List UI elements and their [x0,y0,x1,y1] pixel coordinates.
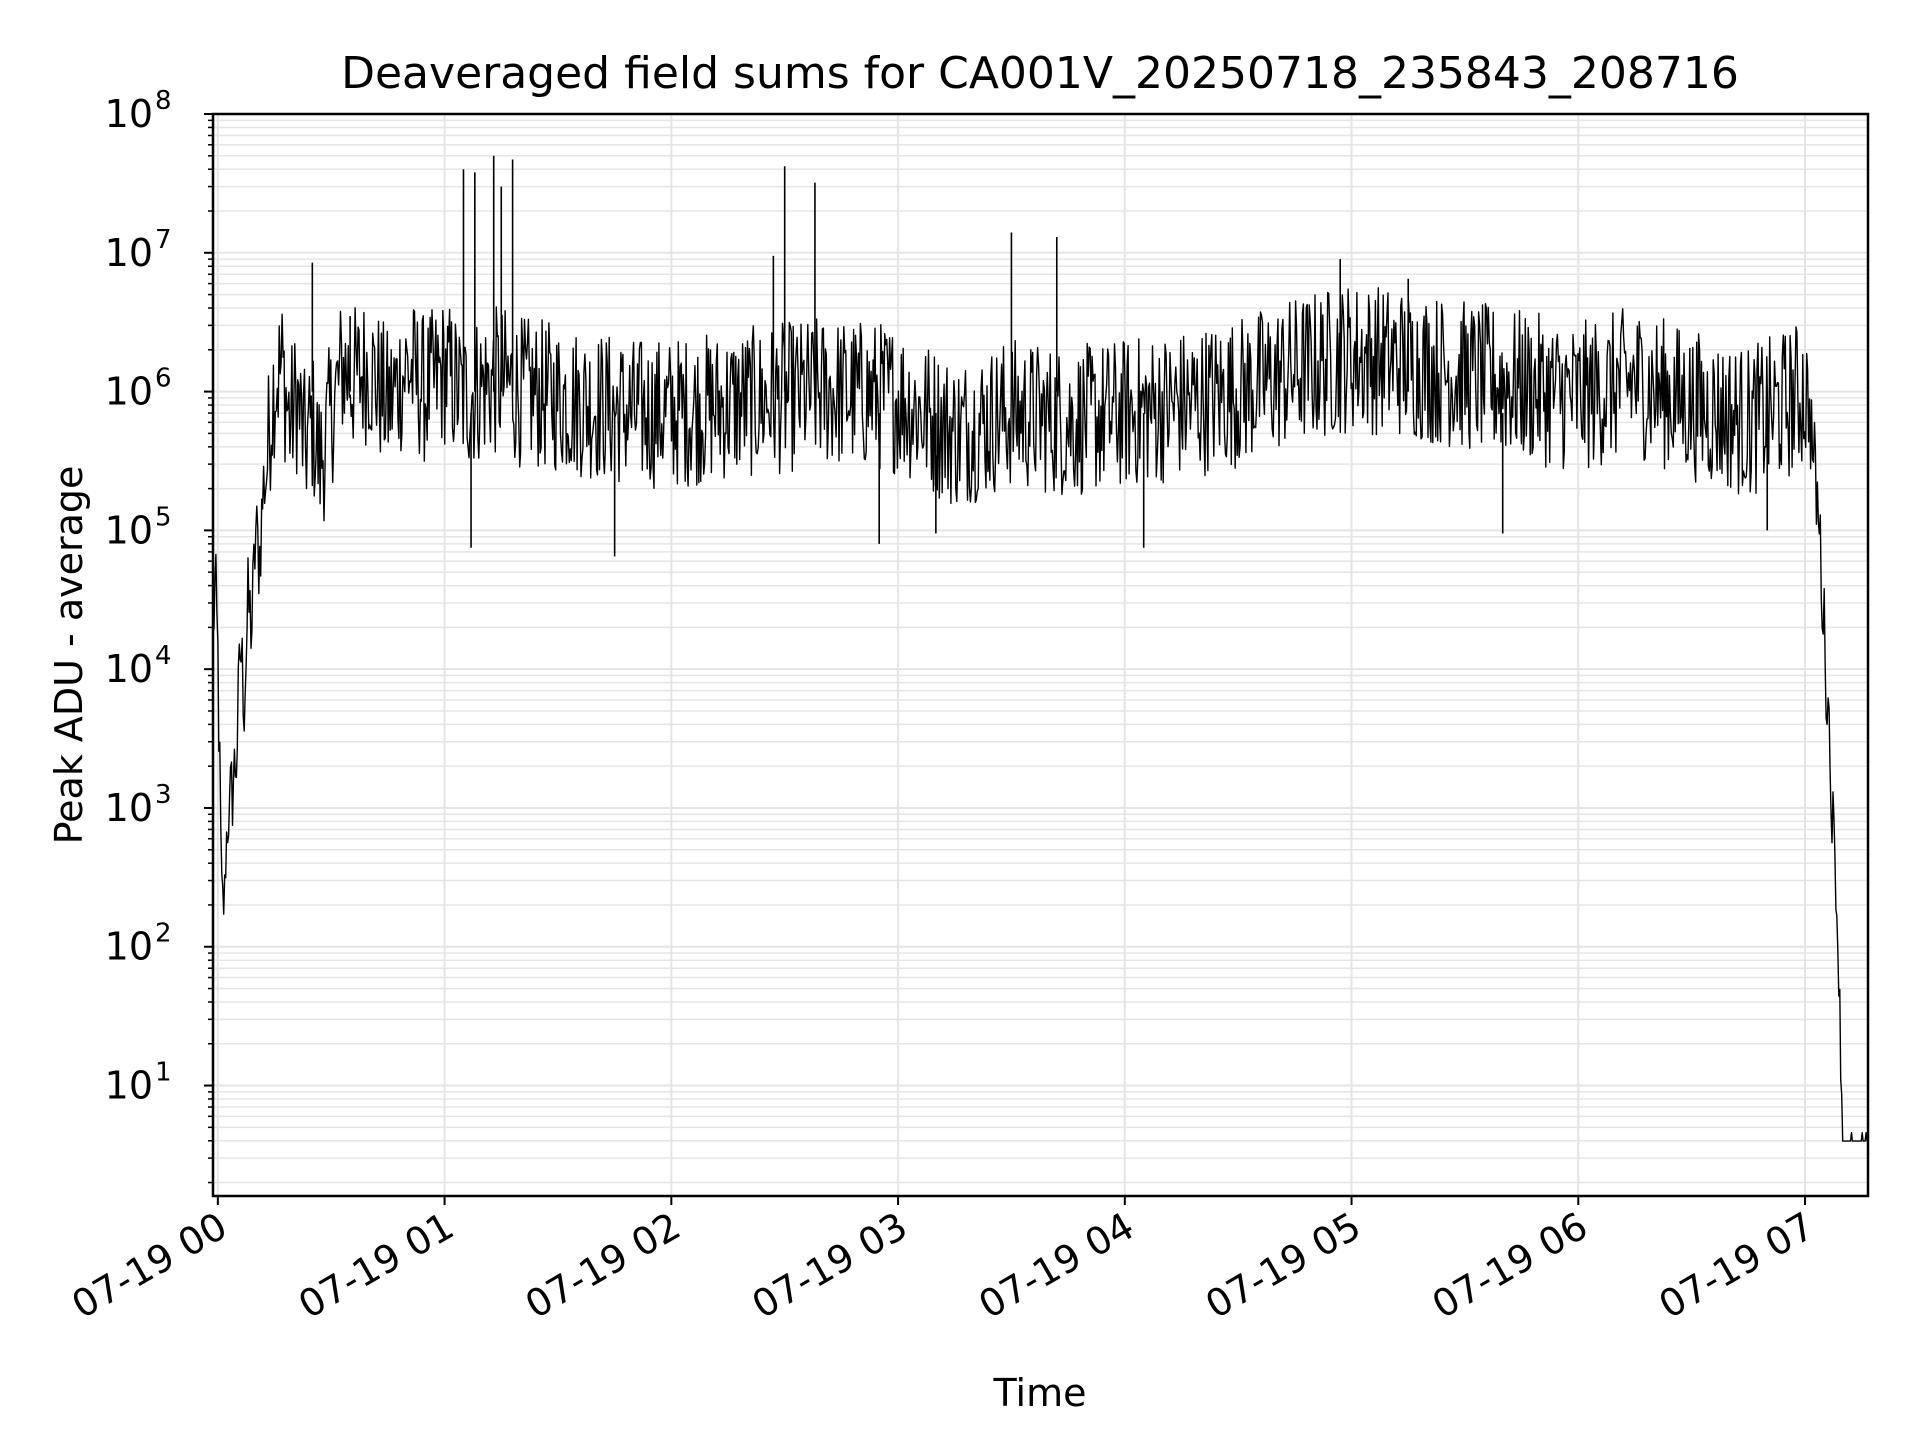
y-tick-label: 10 [105,92,153,136]
x-tick-label: 07-19 06 [1425,1204,1595,1328]
y-tick-label: 10 [105,231,153,275]
x-tick-label: 07-19 02 [518,1204,688,1328]
y-tick-label: 10 [105,647,153,691]
y-tick-exponent: 5 [155,502,172,532]
y-tick-label: 10 [105,370,153,414]
y-tick-exponent: 7 [155,225,172,255]
y-tick-label: 10 [105,786,153,830]
y-tick-label: 10 [105,508,153,552]
y-tick-exponent: 3 [155,780,172,810]
chart-title: Deaveraged field sums for CA001V_2025071… [341,48,1739,99]
plot-frame [211,112,1870,1198]
y-tick-exponent: 6 [155,364,172,394]
plot-area [213,155,1868,1142]
x-tick-label: 07-19 01 [291,1204,461,1328]
y-tick-exponent: 4 [155,641,172,671]
grid [213,113,1868,1196]
x-tick-label: 07-19 04 [971,1204,1141,1328]
y-tick-exponent: 2 [155,919,172,949]
x-tick-label: 07-19 03 [745,1204,915,1328]
y-tick-label: 10 [105,925,153,969]
x-tick-label: 07-19 00 [64,1204,234,1328]
x-axis: 07-19 00 07-19 01 07-19 02 07-19 03 07-19 04… [64,1196,1822,1328]
y-tick-label: 10 [105,1064,153,1108]
x-axis-label: Time [993,1371,1087,1415]
series-line [213,287,1868,1142]
y-axis-label: Peak ADU - average [47,466,91,845]
y-tick-exponent: 1 [155,1058,172,1088]
x-tick-label: 07-19 05 [1198,1204,1368,1328]
y-tick-exponent: 8 [155,86,172,116]
x-tick-label: 07-19 07 [1652,1204,1822,1328]
